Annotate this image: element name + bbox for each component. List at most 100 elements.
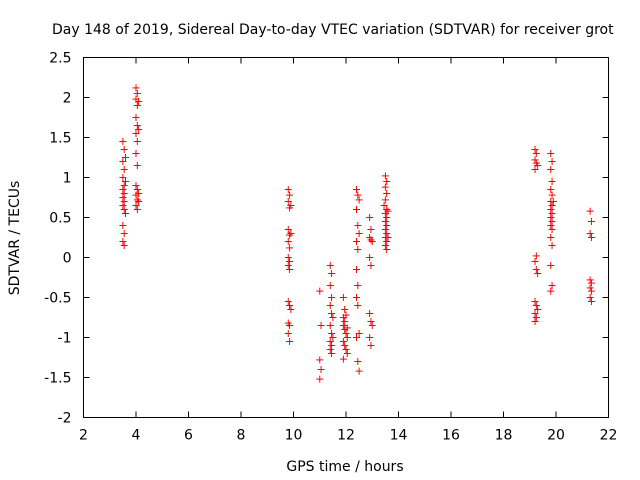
data-point [286,244,294,252]
data-point [532,302,540,309]
data-point [534,306,542,313]
y-tick-label: 0.5 [49,211,71,227]
data-point [381,218,389,225]
data-point [286,338,294,345]
data-point [355,330,363,337]
data-point [328,342,336,349]
data-point [532,314,540,321]
data-point [135,98,143,105]
data-point [122,178,129,185]
data-point [326,346,334,353]
data-point [284,254,292,261]
data-point [284,330,292,337]
data-point [120,190,128,197]
data-point [383,206,391,213]
data-point [326,338,334,345]
data-point [119,138,127,145]
data-point [383,238,391,245]
data-point [132,130,140,137]
data-point [287,202,295,209]
data-point [120,242,128,249]
data-point [132,114,140,121]
data-point [284,238,292,245]
x-tick-label: 22 [600,428,618,444]
data-point [286,266,294,273]
data-point [383,178,391,185]
data-point [342,311,350,319]
data-point [384,207,392,215]
data-point [354,191,362,199]
data-point [284,186,292,193]
data-point [119,222,127,229]
data-point [381,242,389,249]
data-point [353,266,360,273]
data-point [548,158,556,165]
x-tick-label: 6 [184,428,193,444]
y-tick-label: -1.5 [44,371,71,387]
data-point [548,226,556,233]
data-point [368,238,376,245]
data-point [531,298,539,305]
data-point [120,166,128,173]
data-point [119,238,127,245]
data-point [587,287,595,295]
data-point [532,266,540,273]
data-point [366,310,374,317]
data-point [381,183,389,191]
axis-ticks [83,57,609,418]
x-tick-label: 4 [132,428,141,444]
y-tick-label: -1 [58,331,72,347]
data-point [343,350,351,357]
x-tick-label: 16 [442,428,460,444]
data-point [286,322,294,329]
y-tick-label: 1.5 [49,131,71,147]
data-point [122,210,129,217]
data-point [368,322,376,329]
data-point [328,270,336,277]
data-point [354,246,362,253]
data-point [548,178,556,185]
data-point [132,202,140,209]
data-point [326,262,334,269]
data-point [587,298,595,305]
data-point [286,302,294,309]
data-point [531,258,539,265]
data-point [587,279,595,287]
data-point [532,150,540,157]
data-point [120,146,128,153]
data-point [548,218,556,225]
data-point [381,172,389,180]
data-point [355,367,363,375]
data-point [586,276,594,284]
x-tick-label: 2 [79,428,88,444]
data-point [329,334,337,341]
data-points [119,84,595,383]
data-point [547,222,555,229]
data-point [119,202,127,209]
data-point [531,146,539,153]
x-tick-label: 18 [495,428,513,444]
data-point [353,294,360,301]
data-point [366,254,374,261]
data-point [317,322,325,329]
data-point [384,234,392,241]
x-tick-label: 12 [337,428,355,444]
data-point [286,258,294,265]
data-point [367,226,375,233]
data-point [531,318,539,325]
y-tick-label: 2.5 [49,51,71,67]
data-point [383,222,391,229]
data-point [355,196,363,204]
x-tick-label: 20 [547,428,565,444]
data-point [383,230,391,237]
data-point [380,202,388,209]
data-point [547,166,555,173]
data-point [284,226,292,233]
x-tick-label: 14 [390,428,408,444]
data-point [586,230,594,237]
data-point [548,191,556,199]
data-point [383,246,391,253]
data-point [343,324,351,332]
data-point [381,196,389,204]
